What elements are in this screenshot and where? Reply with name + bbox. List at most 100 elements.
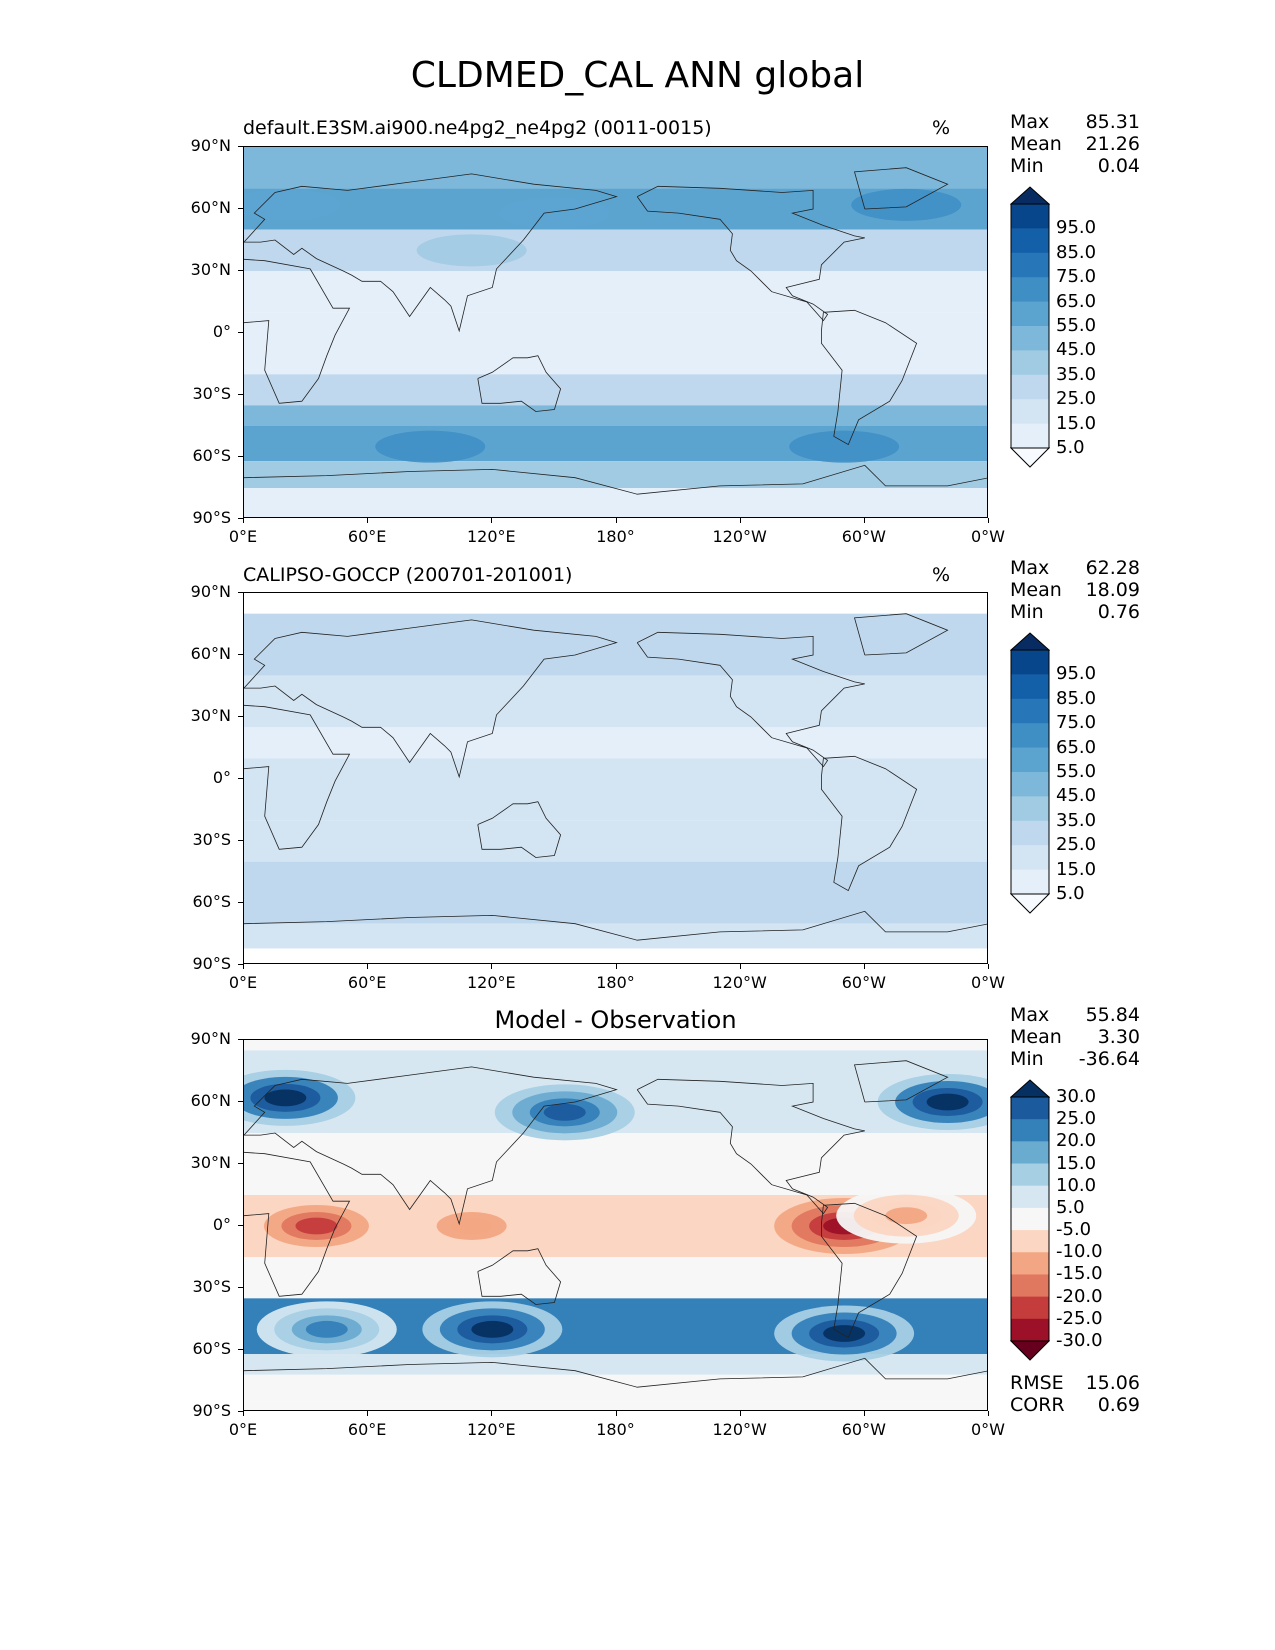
map-field-2 — [244, 1040, 987, 1410]
lon-tick-mark — [367, 1411, 369, 1416]
coastline — [244, 1151, 351, 1297]
map-diff — [243, 1039, 988, 1411]
colorbar-tick-label: -30.0 — [1056, 1330, 1103, 1351]
panel-title-obs: CALIPSO-GOCCP (200701-201001) — [243, 564, 573, 586]
field-anomaly — [305, 1320, 348, 1338]
coastline — [821, 309, 918, 446]
lat-tick-mark — [238, 208, 243, 209]
lon-tick-label: 0°E — [228, 973, 258, 992]
field-band — [244, 147, 987, 189]
lon-tick-mark — [367, 964, 369, 969]
stat-mean: Mean 18.09 — [1010, 579, 1140, 601]
map-field-1 — [244, 593, 987, 963]
field-band — [244, 1354, 987, 1375]
lon-tick-mark — [243, 1411, 244, 1416]
lat-tick-mark — [238, 456, 243, 457]
field-band — [244, 923, 987, 949]
colorbar-tick-label: 65.0 — [1056, 736, 1097, 758]
lon-tick-mark — [243, 964, 244, 969]
colorbar-segment — [1011, 1097, 1049, 1120]
lat-tick-mark — [238, 1411, 243, 1412]
colorbar-tick-label: 45.0 — [1056, 339, 1097, 361]
lon-tick-label: 180° — [596, 527, 635, 546]
lat-tick-mark — [238, 1039, 243, 1040]
stat-max: Max 55.84 — [1010, 1004, 1140, 1026]
lat-tick-mark — [238, 270, 243, 271]
lon-tick-mark — [988, 518, 989, 523]
colorbar-tick-label: 95.0 — [1056, 663, 1097, 685]
field-band — [244, 229, 987, 271]
lat-tick-label: 60°N — [190, 1091, 231, 1110]
colorbar-tick-label: 95.0 — [1056, 217, 1097, 239]
lon-tick-label: 120°W — [712, 1420, 767, 1439]
field-band — [244, 948, 987, 963]
lon-tick-mark — [988, 964, 989, 969]
field-anomaly — [264, 1089, 307, 1107]
lat-tick-mark — [238, 332, 243, 333]
stat-corr: CORR 0.69 — [1010, 1394, 1140, 1416]
map-field-0 — [244, 147, 987, 517]
field-anomaly — [295, 1217, 338, 1235]
lon-tick-label: 120°W — [712, 527, 767, 546]
lat-tick-label: 0° — [212, 322, 231, 341]
field-feature — [375, 430, 486, 463]
colorbar-segment — [1011, 820, 1049, 846]
lon-tick-mark — [863, 1411, 865, 1416]
lon-tick-label: 180° — [596, 973, 635, 992]
field-band — [244, 1374, 987, 1402]
stat-mean: Mean 21.26 — [1010, 133, 1140, 155]
field-feature — [789, 430, 900, 463]
field-band — [244, 758, 987, 821]
colorbar-segment — [1011, 1296, 1049, 1320]
lon-tick-label: 60°W — [841, 1420, 886, 1439]
colorbar-tick-label: 85.0 — [1056, 241, 1097, 263]
field-anomaly — [926, 1093, 969, 1111]
lon-tick-label: 0°E — [228, 1420, 258, 1439]
lat-tick-label: 30°S — [192, 1277, 231, 1296]
field-band — [244, 1257, 987, 1299]
coastline — [477, 355, 562, 412]
colorbar-tick-label: 65.0 — [1056, 290, 1097, 312]
stats-model: Max 85.31 Mean 21.26 Min 0.04 — [1010, 111, 1140, 177]
field-band — [244, 1040, 987, 1051]
colorbar-tick-label: 55.0 — [1056, 315, 1097, 336]
colorbar-segment — [1011, 650, 1049, 675]
colorbar-segment — [1011, 1252, 1049, 1275]
lon-tick-mark — [615, 1411, 617, 1416]
field-band — [244, 271, 987, 313]
stat-rmse: RMSE 15.06 — [1010, 1372, 1140, 1394]
lon-tick-label: 120°W — [712, 973, 767, 992]
coastline — [636, 185, 865, 322]
colorbar-tick-label: 5.0 — [1056, 883, 1085, 904]
colorbar-segment — [1011, 869, 1049, 895]
lat-tick-mark — [238, 778, 243, 779]
lat-tick-mark — [238, 146, 243, 147]
colorbar-segment — [1011, 1163, 1049, 1187]
lat-tick-label: 0° — [212, 768, 231, 787]
lat-tick-label: 60°N — [190, 644, 231, 663]
colorbar-segment — [1011, 228, 1049, 254]
colorbar-segment — [1011, 301, 1049, 327]
lat-tick-label: 90°S — [192, 508, 231, 527]
colorbar-segment — [1011, 374, 1049, 400]
coastline — [821, 755, 918, 892]
lon-tick-label: 60°E — [347, 1420, 387, 1439]
colorbar-tick-label: 55.0 — [1056, 761, 1097, 782]
lon-tick-label: 0°W — [971, 1420, 1005, 1439]
colorbar-segment — [1011, 1207, 1049, 1231]
colorbar-segment — [1011, 723, 1049, 749]
coastline — [244, 258, 351, 404]
field-band — [244, 675, 987, 728]
colorbar-segment — [1011, 796, 1049, 822]
colorbar-segment — [1011, 772, 1049, 797]
lat-tick-mark — [238, 716, 243, 717]
lat-tick-label: 60°S — [192, 446, 231, 465]
stat-min: Min -36.64 — [1010, 1048, 1140, 1070]
coastline — [636, 1078, 865, 1215]
colorbar-tick-label: 5.0 — [1056, 437, 1085, 458]
colorbar-segment — [1011, 252, 1049, 278]
colorbar-segment — [1011, 698, 1049, 724]
lon-tick-label: 60°E — [347, 527, 387, 546]
lon-tick-label: 120°E — [467, 527, 516, 546]
lat-tick-label: 30°S — [192, 830, 231, 849]
